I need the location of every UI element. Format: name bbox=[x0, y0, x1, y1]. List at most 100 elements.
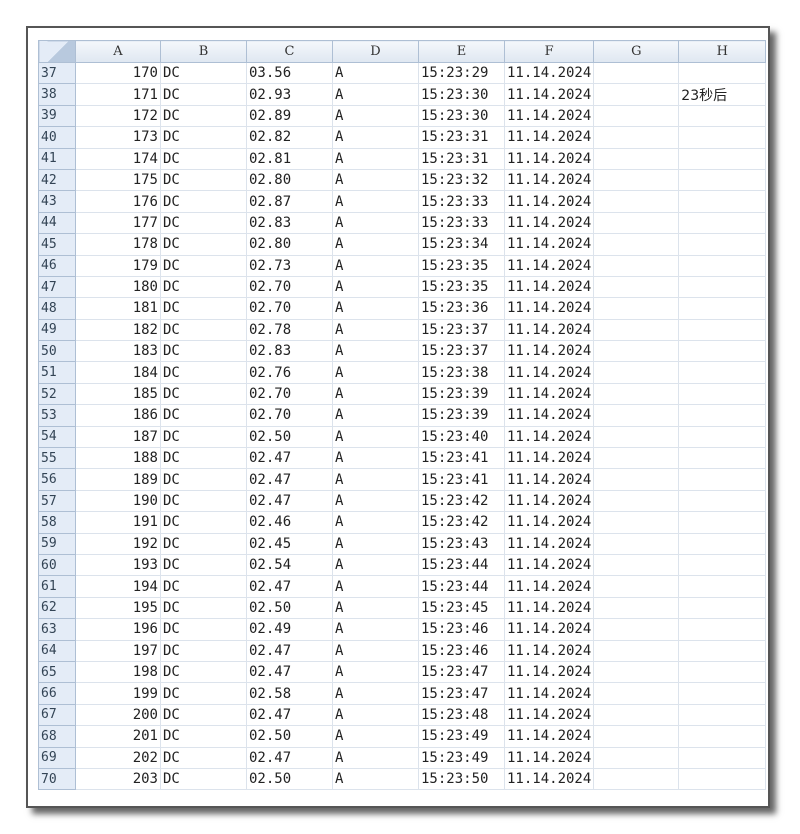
column-header-d[interactable]: D bbox=[332, 40, 419, 63]
cell-g[interactable] bbox=[593, 425, 680, 449]
cell-f[interactable]: 11.14.2024 bbox=[503, 104, 595, 128]
cell-a[interactable]: 186 bbox=[75, 404, 161, 427]
cell-g[interactable] bbox=[593, 104, 680, 128]
cell-c[interactable]: 03.56 bbox=[246, 61, 333, 85]
cell-b[interactable]: DC bbox=[160, 318, 247, 342]
cell-d[interactable]: A bbox=[332, 382, 419, 406]
cell-c[interactable]: 02.70 bbox=[246, 382, 333, 406]
cell-h[interactable] bbox=[678, 660, 767, 684]
cell-b[interactable]: DC bbox=[160, 254, 247, 277]
cell-g[interactable] bbox=[593, 275, 680, 299]
row-header[interactable]: 45 bbox=[38, 233, 76, 256]
cell-g[interactable] bbox=[593, 596, 680, 620]
row-header[interactable]: 60 bbox=[38, 553, 76, 577]
cell-h[interactable] bbox=[678, 382, 767, 406]
cell-a[interactable]: 171 bbox=[75, 83, 161, 106]
cell-f[interactable]: 11.14.2024 bbox=[503, 489, 595, 513]
cell-c[interactable]: 02.47 bbox=[246, 746, 333, 769]
cell-g[interactable] bbox=[593, 297, 680, 320]
row-header[interactable]: 68 bbox=[38, 725, 76, 748]
cell-h[interactable] bbox=[678, 447, 767, 470]
cell-g[interactable] bbox=[593, 404, 680, 427]
cell-g[interactable] bbox=[593, 767, 680, 791]
cell-b[interactable]: DC bbox=[160, 682, 247, 705]
cell-e[interactable]: 15:23:47 bbox=[418, 682, 505, 705]
cell-e[interactable]: 15:23:41 bbox=[418, 447, 505, 470]
cell-f[interactable]: 11.14.2024 bbox=[503, 275, 595, 299]
cell-c[interactable]: 02.47 bbox=[246, 468, 333, 491]
cell-f[interactable]: 11.14.2024 bbox=[503, 596, 595, 620]
cell-c[interactable]: 02.81 bbox=[246, 147, 333, 170]
cell-f[interactable]: 11.14.2024 bbox=[503, 83, 595, 106]
cell-e[interactable]: 15:23:46 bbox=[418, 618, 505, 641]
cell-c[interactable]: 02.89 bbox=[246, 104, 333, 128]
cell-b[interactable]: DC bbox=[160, 725, 247, 748]
cell-b[interactable]: DC bbox=[160, 211, 247, 235]
cell-h[interactable] bbox=[678, 275, 767, 299]
cell-h[interactable] bbox=[678, 340, 767, 363]
cell-a[interactable]: 192 bbox=[75, 532, 161, 555]
row-header[interactable]: 42 bbox=[38, 168, 76, 192]
cell-b[interactable]: DC bbox=[160, 767, 247, 791]
cell-h[interactable] bbox=[678, 618, 767, 641]
cell-a[interactable]: 191 bbox=[75, 511, 161, 534]
cell-b[interactable]: DC bbox=[160, 382, 247, 406]
cell-f[interactable]: 11.14.2024 bbox=[503, 126, 595, 149]
cell-g[interactable] bbox=[593, 126, 680, 149]
row-header[interactable]: 39 bbox=[38, 104, 76, 128]
cell-g[interactable] bbox=[593, 618, 680, 641]
cell-f[interactable]: 11.14.2024 bbox=[503, 340, 595, 363]
cell-h[interactable] bbox=[678, 596, 767, 620]
row-header[interactable]: 69 bbox=[38, 746, 76, 769]
cell-e[interactable]: 15:23:31 bbox=[418, 147, 505, 170]
cell-g[interactable] bbox=[593, 489, 680, 513]
cell-d[interactable]: A bbox=[332, 254, 419, 277]
row-header[interactable]: 40 bbox=[38, 126, 76, 149]
cell-e[interactable]: 15:23:32 bbox=[418, 168, 505, 192]
cell-c[interactable]: 02.46 bbox=[246, 511, 333, 534]
cell-d[interactable]: A bbox=[332, 553, 419, 577]
cell-f[interactable]: 11.14.2024 bbox=[503, 447, 595, 470]
cell-b[interactable]: DC bbox=[160, 511, 247, 534]
cell-g[interactable] bbox=[593, 254, 680, 277]
cell-a[interactable]: 202 bbox=[75, 746, 161, 769]
cell-c[interactable]: 02.93 bbox=[246, 83, 333, 106]
cell-f[interactable]: 11.14.2024 bbox=[503, 254, 595, 277]
cell-d[interactable]: A bbox=[332, 746, 419, 769]
cell-g[interactable] bbox=[593, 318, 680, 342]
cell-h[interactable] bbox=[678, 104, 767, 128]
cell-g[interactable] bbox=[593, 211, 680, 235]
cell-c[interactable]: 02.87 bbox=[246, 190, 333, 213]
cell-d[interactable]: A bbox=[332, 126, 419, 149]
cell-h[interactable] bbox=[678, 553, 767, 577]
cell-a[interactable]: 183 bbox=[75, 340, 161, 363]
cell-f[interactable]: 11.14.2024 bbox=[503, 233, 595, 256]
cell-a[interactable]: 199 bbox=[75, 682, 161, 705]
cell-h[interactable] bbox=[678, 532, 767, 555]
row-header[interactable]: 61 bbox=[38, 575, 76, 598]
cell-f[interactable]: 11.14.2024 bbox=[503, 61, 595, 85]
cell-d[interactable]: A bbox=[332, 147, 419, 170]
cell-g[interactable] bbox=[593, 682, 680, 705]
cell-f[interactable]: 11.14.2024 bbox=[503, 318, 595, 342]
cell-b[interactable]: DC bbox=[160, 489, 247, 513]
cell-d[interactable]: A bbox=[332, 511, 419, 534]
cell-a[interactable]: 198 bbox=[75, 660, 161, 684]
column-header-h[interactable]: H bbox=[678, 40, 767, 63]
cell-g[interactable] bbox=[593, 660, 680, 684]
cell-b[interactable]: DC bbox=[160, 190, 247, 213]
cell-a[interactable]: 193 bbox=[75, 553, 161, 577]
cell-b[interactable]: DC bbox=[160, 233, 247, 256]
cell-c[interactable]: 02.50 bbox=[246, 596, 333, 620]
cell-b[interactable]: DC bbox=[160, 126, 247, 149]
cell-a[interactable]: 178 bbox=[75, 233, 161, 256]
cell-h[interactable] bbox=[678, 511, 767, 534]
row-header[interactable]: 54 bbox=[38, 425, 76, 449]
cell-d[interactable]: A bbox=[332, 233, 419, 256]
cell-c[interactable]: 02.80 bbox=[246, 233, 333, 256]
cell-g[interactable] bbox=[593, 746, 680, 769]
cell-b[interactable]: DC bbox=[160, 703, 247, 727]
cell-g[interactable] bbox=[593, 340, 680, 363]
cell-f[interactable]: 11.14.2024 bbox=[503, 404, 595, 427]
cell-g[interactable] bbox=[593, 639, 680, 662]
